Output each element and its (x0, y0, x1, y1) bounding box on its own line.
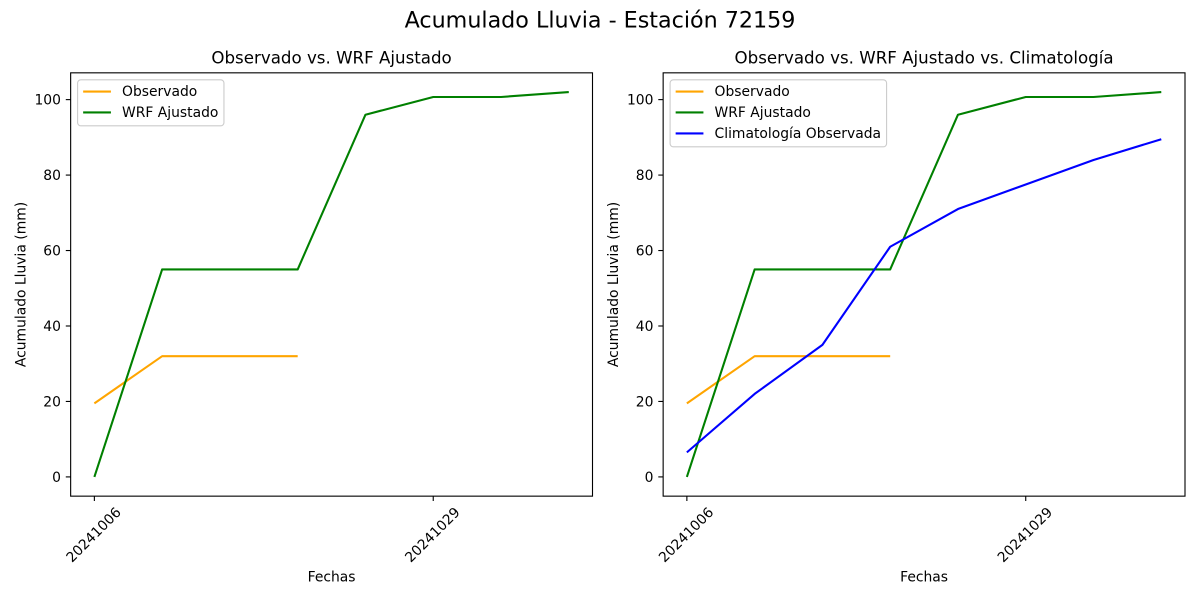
y-tick-label: 20 (43, 394, 61, 410)
y-tick-label: 60 (43, 243, 61, 259)
subplot-observado-wrf-climatologia: 0 20 40 60 80 100 20241006 20241029 Fechas Acumul… (606, 48, 1186, 585)
y-tick-label: 40 (636, 319, 654, 335)
legend-frame (669, 79, 888, 148)
figure-suptitle: Acumulado Lluvia - Estación 72159 (405, 8, 796, 34)
y-tick-label: 0 (52, 470, 61, 486)
axes-spines (70, 72, 594, 497)
x-tick-label: 20241029 (402, 505, 463, 566)
subplot-title: Observado vs. WRF Ajustado vs. Climatolo… (735, 48, 1114, 67)
subplot-observado-wrf: 0 20 40 60 80 100 20241006 20241029 Fechas Acumul… (13, 48, 594, 585)
series-line-wrf-ajustado (685, 91, 1162, 478)
x-axis-label: Fechas (308, 569, 356, 585)
subplot-title: Observado vs. WRF Ajustado (211, 48, 451, 67)
y-tick-label: 0 (645, 470, 654, 486)
series-line-climatolog-a-observada (686, 138, 1162, 454)
axes-spines (662, 72, 1186, 497)
y-axis-label: Acumulado Lluvia (mm) (606, 202, 622, 367)
legend-label: Observado (122, 84, 197, 100)
y-tick-label: 80 (636, 168, 654, 184)
x-tick-label: 20241029 (995, 505, 1056, 566)
legend-label: Observado (715, 84, 790, 100)
y-tick-label: 60 (636, 243, 654, 259)
y-tick-label: 80 (43, 168, 61, 184)
legend: Observado WRF Ajustado Climatología Observ… (669, 79, 888, 148)
y-tick-label: 20 (636, 394, 654, 410)
legend-label: Climatología Observada (715, 126, 882, 142)
series-line-observado (686, 355, 891, 405)
x-tick-label: 20241006 (63, 505, 124, 566)
y-axis-label: Acumulado Lluvia (mm) (13, 202, 29, 367)
y-tick-label: 100 (34, 93, 60, 109)
legend-frame (77, 79, 225, 127)
series-line-wrf-ajustado (93, 91, 569, 478)
y-tick-label: 40 (43, 319, 61, 335)
legend-label: WRF Ajustado (122, 105, 218, 121)
x-tick-label: 20241006 (656, 505, 717, 566)
x-axis-label: Fechas (900, 569, 948, 585)
legend: Observado WRF Ajustado (77, 79, 225, 127)
y-tick-label: 100 (627, 93, 653, 109)
series-line-observado (93, 355, 298, 405)
legend-label: WRF Ajustado (715, 105, 811, 121)
